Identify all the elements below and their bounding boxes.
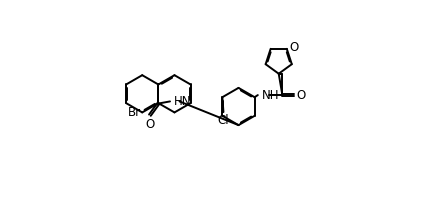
Text: O: O (296, 89, 306, 102)
Text: Br: Br (127, 106, 141, 119)
Text: O: O (145, 118, 154, 131)
Text: HN: HN (174, 95, 192, 108)
Text: Cl: Cl (218, 114, 229, 127)
Text: NH: NH (262, 89, 279, 102)
Text: O: O (289, 41, 299, 54)
